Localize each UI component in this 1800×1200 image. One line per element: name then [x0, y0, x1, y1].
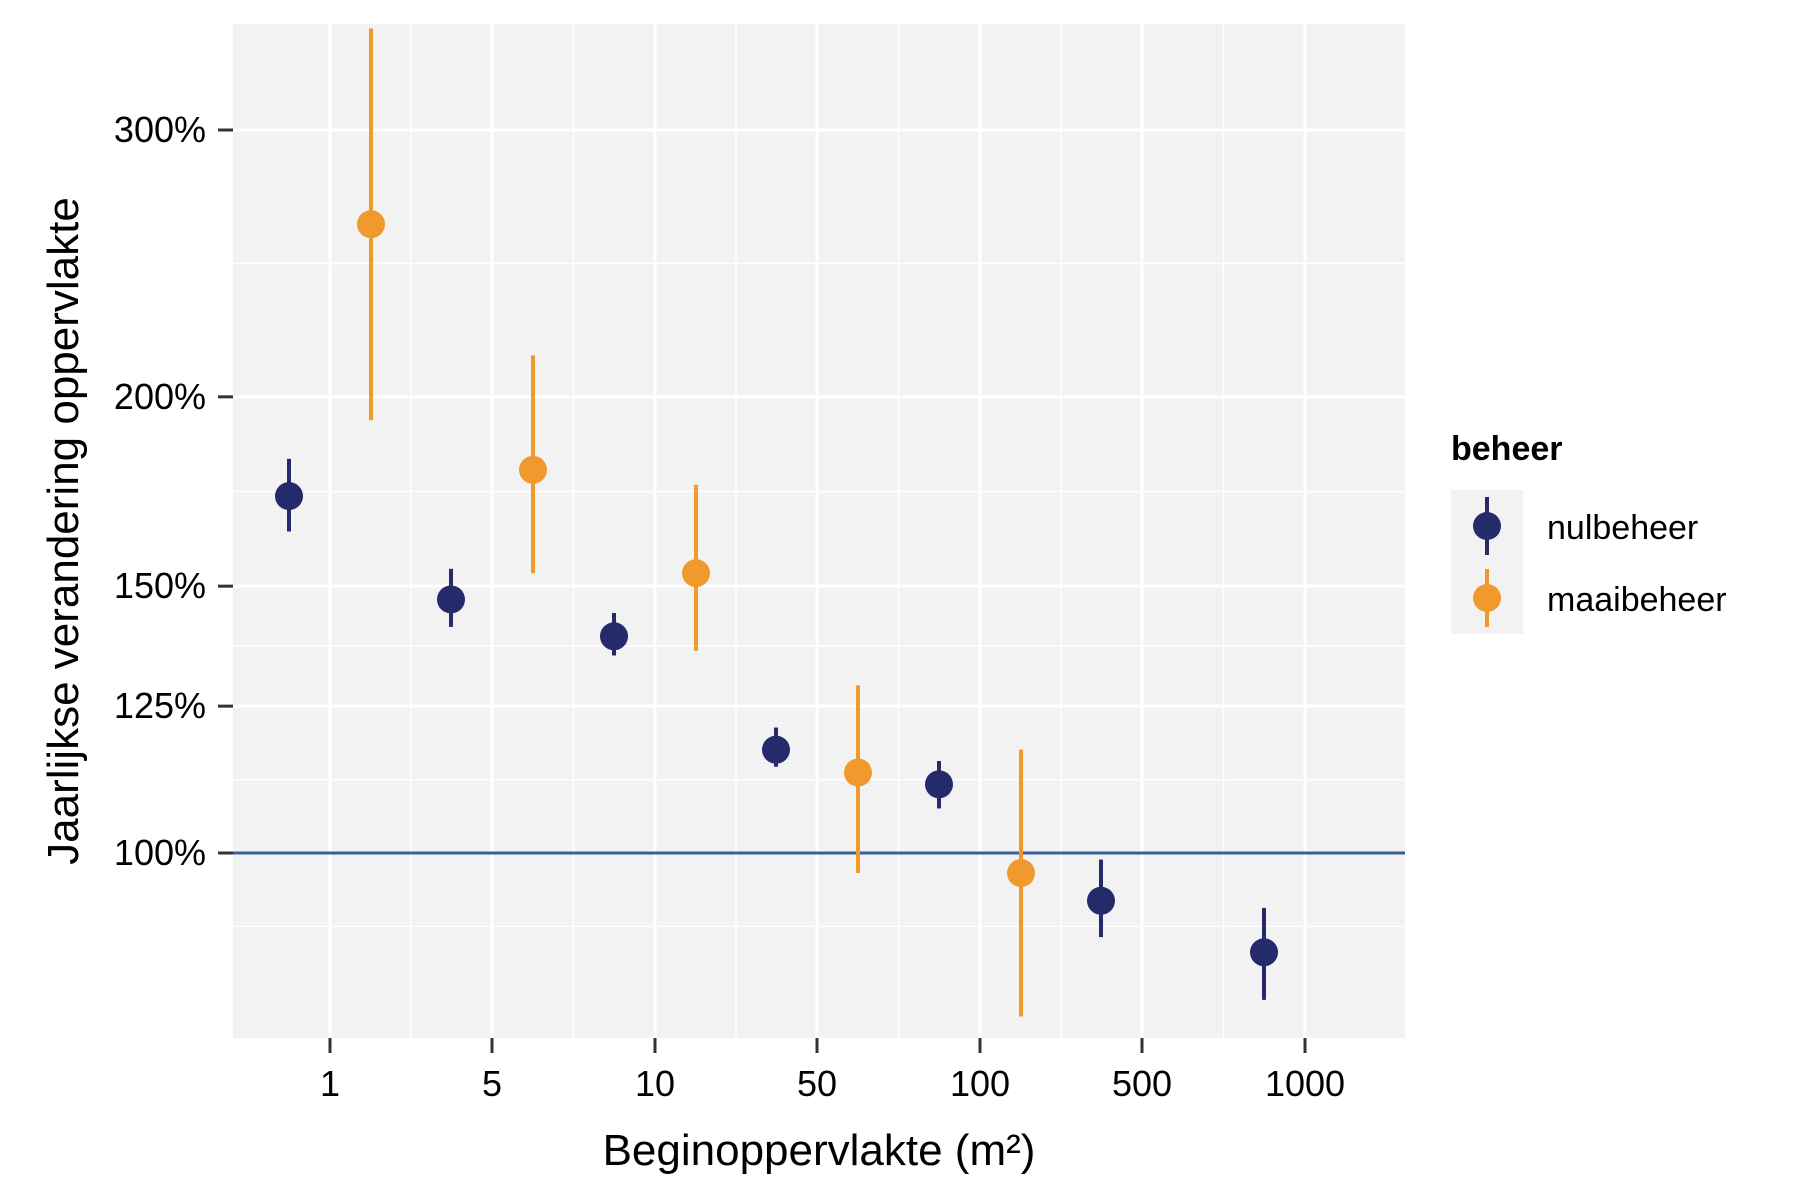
x-tick-label-500: 500 — [1112, 1063, 1172, 1104]
point-maaibeheer-10 — [682, 559, 710, 588]
y-tick-label-150%: 150% — [114, 565, 206, 606]
point-nulbeheer-500 — [1087, 886, 1115, 915]
legend-label-nulbeheer: nulbeheer — [1547, 509, 1698, 547]
minor-gridlines — [233, 24, 1405, 1038]
y-axis-title: Jaarlijkse verandering oppervlakte — [39, 197, 88, 865]
y-tick-label-100%: 100% — [114, 832, 206, 873]
major-gridlines — [233, 24, 1405, 1038]
point-nulbeheer-5 — [437, 585, 465, 614]
point-nulbeheer-50 — [762, 735, 790, 764]
y-tick-label-300%: 300% — [114, 109, 206, 150]
point-nulbeheer-1 — [275, 482, 303, 511]
x-tick-label-10: 10 — [635, 1063, 675, 1104]
x-tick-label-5: 5 — [482, 1063, 502, 1104]
series-nulbeheer — [275, 458, 1278, 1000]
x-axis-title: Beginoppervlakte (m²) — [603, 1126, 1036, 1175]
legend: beheer nulbeheer maaibeheer — [1451, 430, 1727, 634]
point-nulbeheer-10 — [600, 622, 628, 651]
legend-key-point-maaibeheer — [1473, 584, 1501, 612]
plot-panel — [233, 24, 1405, 1038]
point-maaibeheer-1 — [357, 210, 385, 239]
y-axis: 100% 125% 150% 200% 300% — [114, 109, 233, 873]
x-tick-label-1: 1 — [320, 1063, 340, 1104]
series-maaibeheer — [357, 28, 1035, 1017]
legend-title: beheer — [1451, 430, 1563, 468]
point-maaibeheer-50 — [844, 758, 872, 787]
y-tick-label-125%: 125% — [114, 685, 206, 726]
y-tick-label-200%: 200% — [114, 376, 206, 417]
x-tick-label-100: 100 — [950, 1063, 1010, 1104]
data-series — [275, 28, 1278, 1017]
legend-keys — [1473, 497, 1501, 627]
x-tick-label-1000: 1000 — [1265, 1063, 1345, 1104]
legend-key-point-nulbeheer — [1473, 512, 1501, 540]
x-axis: 1 5 10 50 100 500 1000 — [320, 1038, 1345, 1104]
legend-label-maaibeheer: maaibeheer — [1547, 581, 1727, 619]
point-maaibeheer-5 — [519, 455, 547, 484]
point-nulbeheer-1000 — [1250, 938, 1278, 967]
point-maaibeheer-100 — [1007, 859, 1035, 888]
x-tick-label-50: 50 — [797, 1063, 837, 1104]
point-nulbeheer-100 — [925, 770, 953, 799]
